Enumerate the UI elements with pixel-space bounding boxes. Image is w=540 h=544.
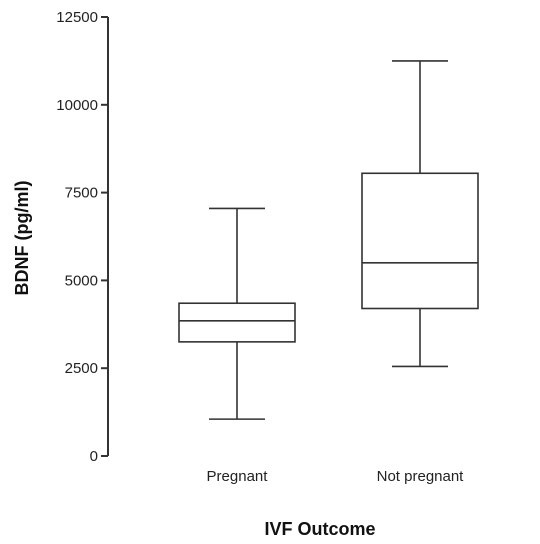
- box-1: [178, 207, 296, 420]
- boxes: [178, 60, 479, 420]
- y-tick-label: 7500: [65, 185, 98, 202]
- y-tick-label: 10000: [56, 97, 98, 114]
- x-tick-label: Not pregnant: [377, 468, 465, 485]
- box-2: [361, 60, 479, 368]
- iqr-box: [178, 302, 296, 343]
- x-axis-title: IVF Outcome: [264, 519, 375, 539]
- iqr-box: [361, 172, 479, 310]
- y-tick-label: 0: [90, 448, 98, 465]
- y-axis-title: BDNF (pg/ml): [12, 181, 32, 296]
- y-axis-ticks: 0 2500 5000 7500 10000 12500: [56, 9, 108, 465]
- x-axis-tick-labels: Pregnant Not pregnant: [207, 468, 465, 485]
- y-tick-label: 5000: [65, 272, 98, 289]
- y-tick-label: 12500: [56, 9, 98, 26]
- y-tick-label: 2500: [65, 360, 98, 377]
- x-tick-label: Pregnant: [207, 468, 269, 485]
